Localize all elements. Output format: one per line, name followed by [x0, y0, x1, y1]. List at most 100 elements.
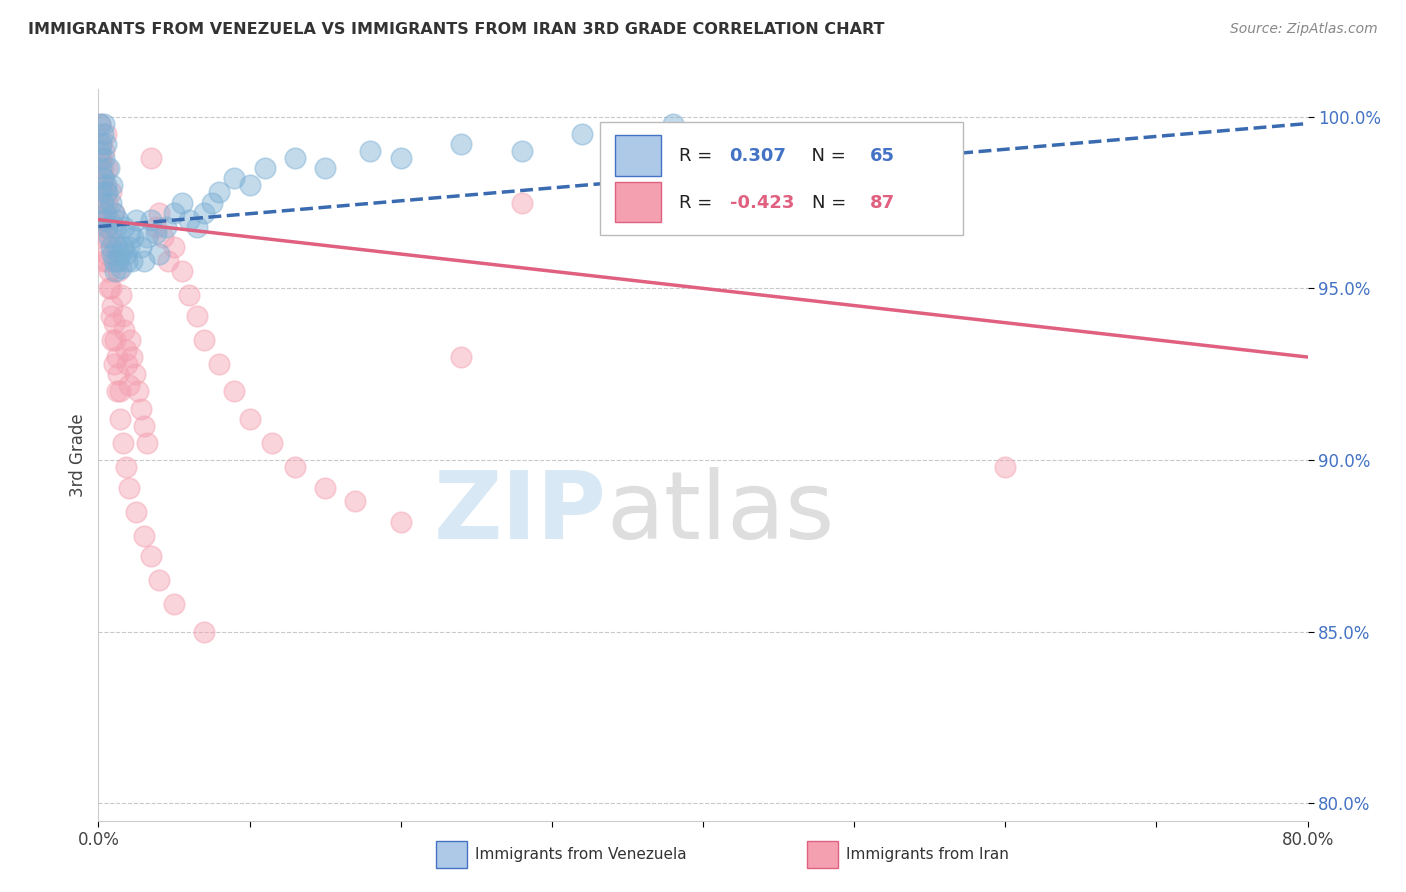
- FancyBboxPatch shape: [614, 182, 661, 222]
- Point: [118, 240, 141, 254]
- Point: [93, 151, 115, 165]
- Point: [389, 515, 412, 529]
- Point: [239, 412, 262, 426]
- Point: [108, 247, 131, 261]
- Point: [314, 161, 336, 176]
- Point: [120, 227, 142, 241]
- Point: [91, 212, 114, 227]
- Point: [141, 212, 163, 227]
- Point: [103, 357, 125, 371]
- Point: [186, 309, 208, 323]
- Point: [360, 144, 382, 158]
- Point: [91, 127, 114, 141]
- Point: [90, 151, 112, 165]
- Point: [145, 227, 167, 241]
- Point: [156, 253, 179, 268]
- Point: [89, 144, 111, 158]
- Point: [193, 333, 215, 347]
- Point: [994, 459, 1017, 474]
- Point: [94, 230, 117, 244]
- Text: IMMIGRANTS FROM VENEZUELA VS IMMIGRANTS FROM IRAN 3RD GRADE CORRELATION CHART: IMMIGRANTS FROM VENEZUELA VS IMMIGRANTS …: [28, 22, 884, 37]
- Point: [170, 195, 193, 210]
- Point: [120, 333, 142, 347]
- Point: [201, 195, 224, 210]
- Point: [111, 240, 134, 254]
- Point: [93, 206, 115, 220]
- Point: [105, 240, 128, 254]
- Text: 65: 65: [870, 147, 894, 166]
- Y-axis label: 3rd Grade: 3rd Grade: [69, 413, 87, 497]
- Point: [239, 178, 262, 193]
- Text: R =: R =: [679, 194, 718, 211]
- Point: [94, 137, 117, 152]
- Point: [90, 137, 112, 152]
- Point: [135, 436, 157, 450]
- Point: [90, 185, 112, 199]
- Point: [118, 377, 141, 392]
- Point: [100, 281, 122, 295]
- Point: [450, 350, 472, 364]
- Point: [132, 418, 155, 433]
- Point: [98, 264, 121, 278]
- Point: [141, 151, 163, 165]
- Point: [155, 219, 177, 234]
- Point: [170, 264, 193, 278]
- Point: [94, 206, 117, 220]
- Point: [114, 459, 136, 474]
- Point: [107, 212, 129, 227]
- Point: [91, 161, 114, 176]
- Point: [96, 253, 118, 268]
- Point: [389, 151, 412, 165]
- Point: [104, 219, 127, 234]
- Text: Immigrants from Venezuela: Immigrants from Venezuela: [475, 847, 688, 862]
- Text: 0.307: 0.307: [730, 147, 786, 166]
- Point: [107, 264, 129, 278]
- Point: [93, 212, 115, 227]
- Text: N =: N =: [811, 194, 852, 211]
- Point: [114, 343, 136, 358]
- Point: [96, 219, 118, 234]
- Point: [208, 357, 231, 371]
- Point: [208, 185, 231, 199]
- Point: [115, 357, 138, 371]
- Point: [104, 264, 127, 278]
- Point: [122, 230, 145, 244]
- Point: [112, 322, 135, 336]
- Point: [193, 624, 215, 639]
- Point: [94, 219, 117, 234]
- Point: [90, 178, 112, 193]
- Text: N =: N =: [800, 147, 851, 166]
- Point: [124, 368, 146, 382]
- Point: [96, 185, 118, 199]
- Point: [118, 481, 141, 495]
- Point: [90, 230, 112, 244]
- Point: [125, 505, 148, 519]
- Point: [135, 230, 157, 244]
- Point: [98, 281, 121, 295]
- Point: [125, 212, 148, 227]
- Point: [96, 195, 118, 210]
- Point: [91, 195, 114, 210]
- Point: [107, 368, 129, 382]
- Point: [101, 178, 124, 193]
- FancyBboxPatch shape: [600, 122, 963, 235]
- Point: [121, 253, 143, 268]
- Point: [94, 178, 117, 193]
- Text: ZIP: ZIP: [433, 467, 606, 559]
- Point: [94, 127, 117, 141]
- Point: [111, 309, 134, 323]
- Point: [148, 574, 170, 588]
- Point: [262, 436, 284, 450]
- Point: [93, 206, 115, 220]
- Point: [314, 481, 336, 495]
- Point: [110, 260, 132, 275]
- Point: [89, 116, 111, 130]
- Point: [571, 127, 593, 141]
- Point: [100, 185, 122, 199]
- Point: [91, 178, 114, 193]
- Point: [104, 333, 127, 347]
- Point: [89, 116, 111, 130]
- Point: [253, 161, 276, 176]
- Point: [510, 144, 533, 158]
- Point: [112, 219, 135, 234]
